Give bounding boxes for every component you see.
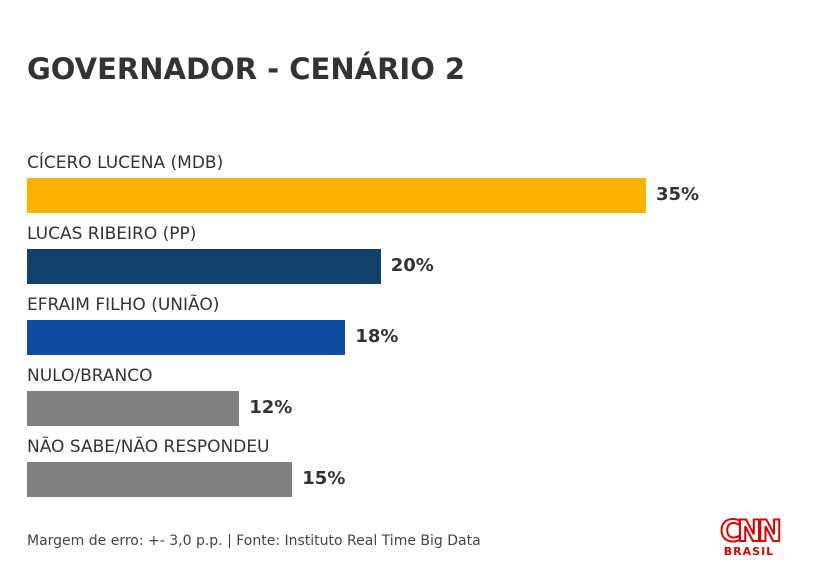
bar xyxy=(27,320,346,355)
logo-cnn-text: CNN xyxy=(719,514,783,548)
category-label: NÃO SABE/NÃO RESPONDEU xyxy=(27,437,270,457)
value-label: 15% xyxy=(302,468,346,489)
value-label: 18% xyxy=(355,326,399,347)
chart-title: GOVERNADOR - CENÁRIO 2 xyxy=(27,52,466,86)
category-label: LUCAS RIBEIRO (PP) xyxy=(27,224,197,244)
bar xyxy=(27,249,381,284)
value-label: 20% xyxy=(390,255,434,276)
category-label: EFRAIM FILHO (UNIÃO) xyxy=(27,295,220,315)
bar xyxy=(27,178,646,213)
logo-brasil-text: BRASIL xyxy=(723,545,775,558)
cnn-brasil-logo: CNN BRASIL xyxy=(718,514,783,559)
category-label: NULO/BRANCO xyxy=(27,366,153,386)
value-label: 35% xyxy=(656,184,700,205)
value-label: 12% xyxy=(249,397,293,418)
bar xyxy=(27,391,240,426)
category-label: CÍCERO LUCENA (MDB) xyxy=(27,153,224,173)
bar xyxy=(27,462,293,497)
source-footer: Margem de erro: +- 3,0 p.p. | Fonte: Ins… xyxy=(27,533,481,549)
